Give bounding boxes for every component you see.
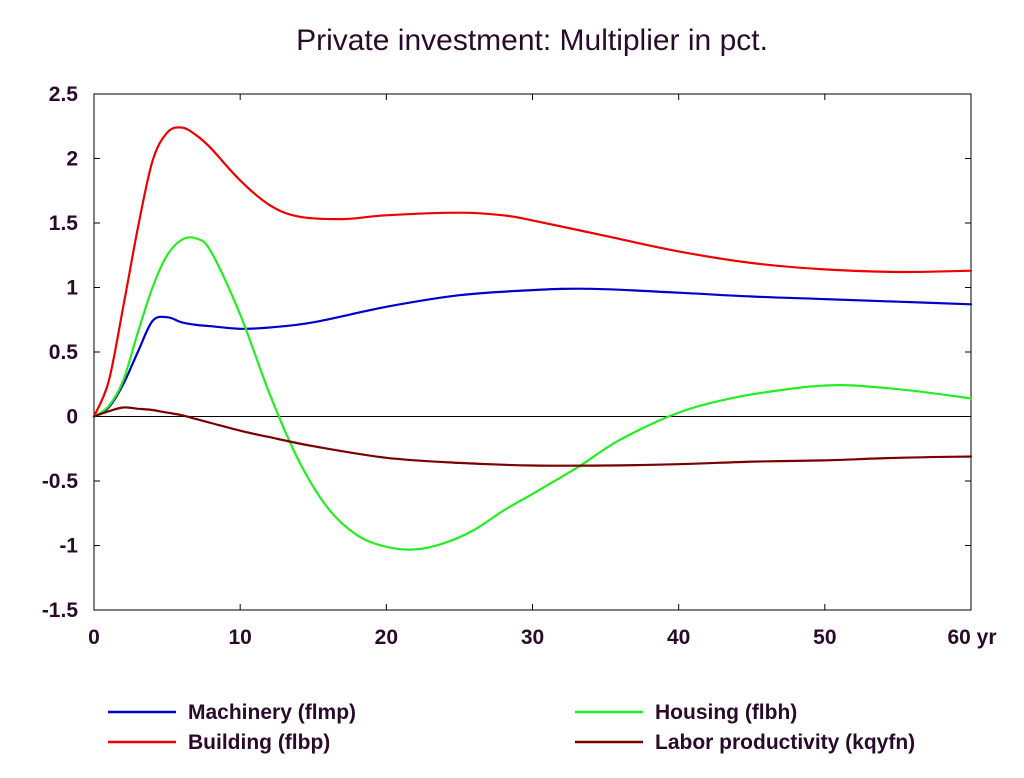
x-tick-label: 0 (88, 626, 100, 649)
series-line-labor-productivity (92, 406, 973, 467)
legend-item-building: Building (flbp) (108, 731, 330, 754)
legend-label: Labor productivity (kqyfn) (655, 731, 915, 754)
series-line-building (92, 126, 973, 418)
plot-area: -1.5 -1 -0.5 0 0.5 1 1.5 2 2.5 0 10 20 30 40 50 60 yr (42, 83, 997, 649)
legend-item-machinery: Machinery (flmp) (108, 701, 356, 724)
legend-item-housing: Housing (flbh) (575, 701, 797, 724)
y-tick-label: 0.5 (49, 341, 79, 364)
legend-label: Building (flbp) (188, 731, 330, 754)
legend-item-labor-productivity: Labor productivity (kqyfn) (575, 731, 915, 754)
x-tick-label: 60 yr (947, 626, 996, 649)
y-tick-label: 1.5 (49, 212, 79, 235)
series-line-housing (92, 236, 973, 551)
x-tick-label: 40 (667, 626, 690, 649)
x-tick-label: 30 (521, 626, 544, 649)
x-tick-label: 10 (228, 626, 251, 649)
y-tick-label: -1.5 (42, 599, 79, 622)
y-tick-label: 2 (66, 148, 78, 171)
y-tick-label: 2.5 (49, 83, 79, 106)
y-tick-label: -0.5 (42, 470, 79, 493)
x-tick-label: 50 (813, 626, 836, 649)
legend-label: Machinery (flmp) (188, 701, 356, 724)
y-tick-label: 1 (66, 277, 78, 300)
series-line-machinery (92, 287, 973, 418)
legend-label: Housing (flbh) (655, 701, 797, 724)
x-tick-label: 20 (375, 626, 398, 649)
y-tick-label: -1 (59, 535, 78, 558)
chart-title: Private investment: Multiplier in pct. (296, 24, 768, 57)
y-tick-label: 0 (66, 406, 78, 429)
legend: Machinery (flmp) Building (flbp) Housing (… (108, 701, 915, 754)
plot-frame (93, 93, 972, 611)
